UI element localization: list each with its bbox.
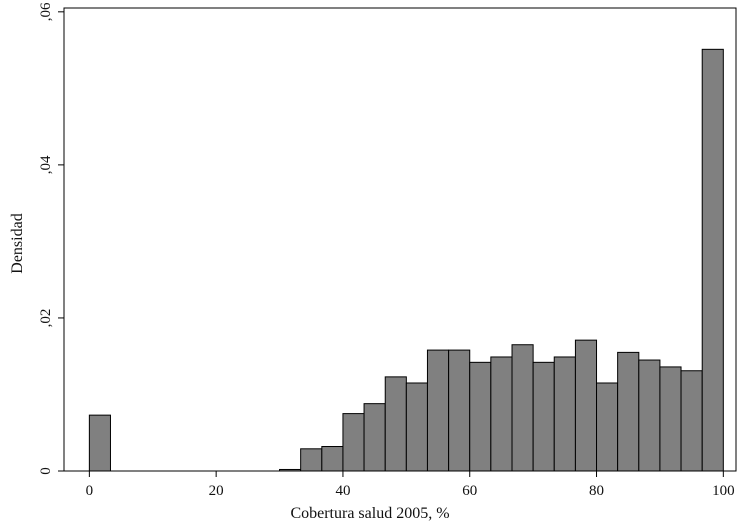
- histogram-bar-19: [490, 356, 513, 472]
- x-tick-label: 40: [335, 483, 350, 499]
- histogram-bar-13: [363, 403, 386, 472]
- histogram-bar-16: [426, 349, 450, 472]
- x-tick-label: 80: [589, 483, 604, 499]
- y-tick-label: ,02: [38, 309, 54, 328]
- y-tick-label: ,04: [38, 155, 54, 174]
- histogram-bar-21: [532, 361, 555, 472]
- plot-frame: [63, 7, 737, 472]
- histogram-bar-10: [300, 448, 323, 472]
- histogram-bar-12: [342, 413, 365, 472]
- histogram-bar-15: [405, 382, 428, 472]
- y-axis-title: Densidad: [9, 213, 26, 273]
- x-tick-label: 100: [712, 483, 735, 499]
- y-tick-label: ,06: [38, 2, 54, 21]
- y-tick-label: 0: [38, 467, 54, 475]
- y-axis-ticks: 0 ,02 ,04 ,06: [38, 2, 64, 475]
- histogram-bar-14: [384, 376, 407, 472]
- x-axis-title: Cobertura salud 2005, %: [290, 505, 449, 522]
- x-axis-ticks: 0 20 40 60 80 100: [86, 471, 735, 499]
- x-tick-label: 60: [462, 483, 477, 499]
- histogram-bar-29: [701, 48, 724, 472]
- histogram-bar-22: [553, 356, 576, 472]
- histogram-bar-24: [596, 382, 619, 472]
- histogram-bar-20: [511, 344, 534, 472]
- x-tick-label: 20: [209, 483, 224, 499]
- histogram-bar-26: [638, 359, 661, 472]
- x-tick-label: 0: [86, 483, 94, 499]
- histogram-bar-18: [469, 361, 492, 472]
- bars-group: [88, 48, 724, 472]
- histogram-bar-23: [574, 339, 598, 472]
- histogram-bar-28: [680, 370, 703, 472]
- histogram-bar-25: [617, 351, 640, 472]
- histogram-bar-11: [321, 446, 344, 472]
- histogram-bar-0: [88, 414, 111, 472]
- histogram-bar-27: [659, 366, 682, 472]
- histogram-bar-17: [448, 349, 471, 472]
